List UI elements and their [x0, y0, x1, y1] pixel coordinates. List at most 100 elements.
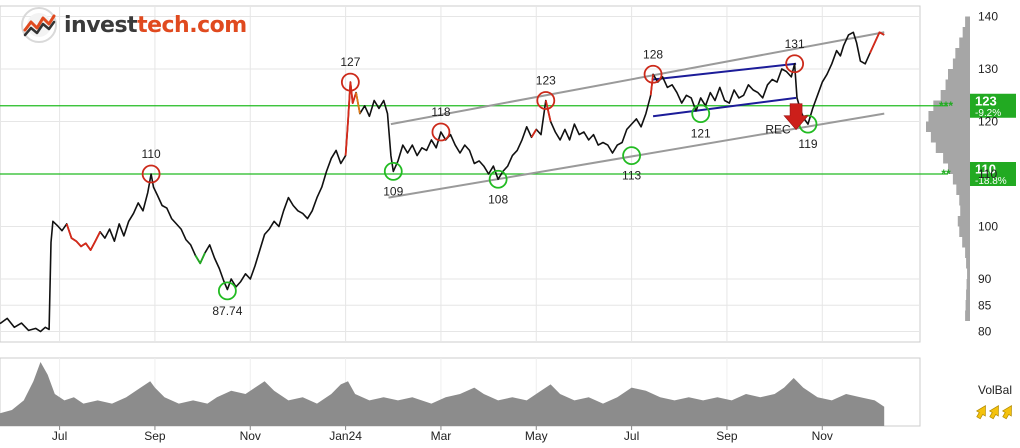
- price-label: 109: [383, 184, 403, 198]
- price-label: 118: [431, 105, 450, 119]
- axes: 80 85 90 100 110 120 130 140 Jul Sep Nov Jan24 Mar Ma…: [52, 10, 998, 444]
- sr-markers: ***: [939, 99, 953, 113]
- volume-profile-bar: [940, 90, 970, 101]
- price-segment-green: [194, 252, 206, 265]
- x-tick-label: May: [525, 429, 548, 443]
- volume-panel: VolBal: [0, 362, 1012, 426]
- volume-profile-bar: [962, 27, 970, 38]
- x-tick-label: Jul: [624, 429, 639, 443]
- volume-profile-bar: [943, 153, 970, 164]
- price-labels: 110 87.74 127 109 118 108 123 113 128 121 131 119: [142, 37, 818, 318]
- sell-signal-arrow-icon: [783, 103, 809, 131]
- price-label: 131: [785, 37, 805, 51]
- volume-profile-bar: [948, 163, 970, 174]
- volume-balance-arrow-icon: [975, 405, 986, 420]
- signal: REC: [765, 103, 809, 137]
- volume-profile-bar: [959, 195, 970, 206]
- volume-profile-bar: [952, 58, 970, 69]
- top-marker: [785, 54, 805, 74]
- price-line: [0, 31, 885, 333]
- trend-lines: [388, 31, 885, 199]
- x-tick-label: Sep: [144, 429, 166, 443]
- volume-profile: [926, 16, 970, 321]
- volume-balance-arrow-icon: [1001, 405, 1012, 420]
- volume-profile-bar: [966, 289, 970, 300]
- volume-profile-bar: [955, 48, 970, 59]
- volume-balance-arrow-icon: [988, 405, 999, 420]
- y-tick-label: 100: [978, 220, 998, 234]
- price-segment-red: [544, 100, 552, 122]
- volume-profile-bar: [962, 237, 970, 248]
- bottom-marker: [488, 169, 508, 189]
- price-segment-red: [649, 74, 654, 96]
- price-segment-red: [530, 128, 538, 138]
- price-label: 121: [691, 127, 711, 141]
- price-segment-red: [869, 31, 885, 54]
- price-label: 113: [622, 169, 641, 183]
- trend-channel-line: [390, 31, 885, 126]
- volume-profile-bar: [966, 279, 970, 290]
- volume-profile-bar: [959, 37, 970, 48]
- price-segment-red: [65, 223, 101, 252]
- investtech-logo: investtech.com: [20, 6, 247, 44]
- volume-profile-bar: [926, 121, 970, 132]
- y-tick-label: 85: [978, 298, 992, 312]
- y-tick-label: 140: [978, 10, 998, 24]
- price-label: 110: [142, 147, 161, 161]
- rectangle-formation-line: [652, 96, 797, 118]
- top-marker: [431, 122, 451, 142]
- volume-profile-bar: [967, 268, 970, 279]
- price-label: 128: [643, 47, 663, 61]
- volume-profile-bar: [945, 79, 970, 90]
- trend-channel-line: [388, 112, 885, 199]
- bottom-marker: [383, 161, 403, 181]
- volume-profile-bar: [948, 69, 970, 80]
- top-marker: [536, 91, 556, 110]
- bottom-marker: [217, 281, 237, 301]
- volume-profile-bar: [952, 174, 970, 185]
- brand-name-left: invest: [64, 12, 138, 38]
- top-marker: [643, 64, 663, 84]
- sr-label-box: [970, 162, 1016, 186]
- top-marker: [340, 72, 360, 92]
- sr-markers: **: [941, 167, 951, 181]
- volume-profile-bar: [965, 310, 970, 321]
- sr-value-label: 110: [975, 162, 996, 177]
- sr-pct-label: -9.2%: [975, 108, 1001, 119]
- volume-profile-bar: [960, 205, 970, 216]
- y-tick-label: 110: [978, 167, 997, 181]
- brand-name-right: tech.com: [137, 12, 247, 38]
- x-tick-label: Nov: [240, 429, 261, 443]
- signal-label: REC: [765, 123, 791, 137]
- x-tick-label: Nov: [812, 429, 833, 443]
- volume-profile-bar: [966, 258, 970, 269]
- x-tick-label: Jul: [52, 429, 67, 443]
- volume-label: VolBal: [978, 383, 1012, 397]
- price-segment-red: [344, 81, 357, 156]
- y-tick-label: 120: [978, 115, 998, 129]
- sr-value-label: 123: [975, 93, 997, 108]
- y-tick-label: 80: [978, 325, 992, 339]
- volume-profile-bar: [956, 184, 970, 195]
- volume-profile-bar: [965, 16, 970, 27]
- price-label: 108: [488, 192, 508, 206]
- volume-profile-bar: [965, 247, 970, 258]
- price-segment-orange: [355, 92, 361, 114]
- sr-pct-label: -18.8%: [975, 176, 1007, 187]
- price-label: 87.74: [212, 304, 242, 318]
- bottom-marker: [622, 146, 642, 166]
- price-series: [0, 31, 885, 333]
- volume-profile-bar: [959, 226, 970, 237]
- x-tick-label: Jan24: [329, 429, 362, 443]
- investtech-logo-icon: [21, 7, 57, 43]
- price-label: 119: [798, 137, 817, 151]
- volume-profile-bar: [965, 300, 970, 311]
- volume-profile-bar: [930, 132, 970, 143]
- x-tick-label: Mar: [431, 429, 452, 443]
- price-label: 127: [340, 55, 360, 69]
- sr-label-box: [970, 93, 1016, 118]
- volume-area: [0, 362, 885, 426]
- top-marker: [141, 164, 161, 184]
- volume-profile-bar: [957, 216, 970, 227]
